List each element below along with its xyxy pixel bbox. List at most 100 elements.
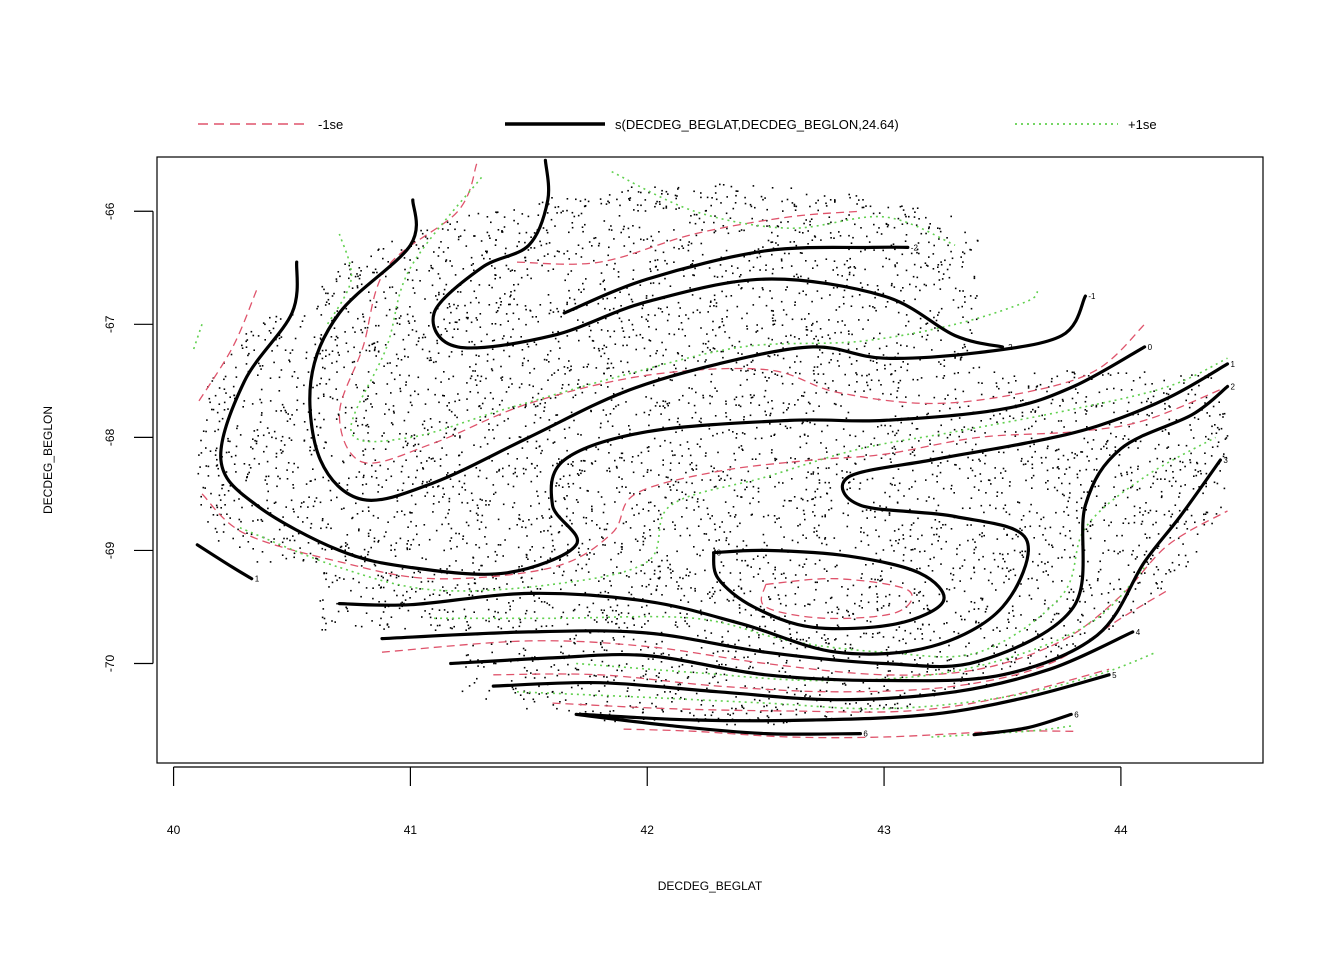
data-point xyxy=(410,544,412,546)
data-point xyxy=(761,616,764,618)
data-point xyxy=(506,341,509,344)
data-point xyxy=(668,418,671,421)
data-point xyxy=(1187,393,1190,395)
data-point xyxy=(523,654,525,657)
data-point xyxy=(863,458,866,461)
data-point xyxy=(344,412,347,414)
data-point xyxy=(950,528,953,530)
data-point xyxy=(973,571,976,574)
data-point xyxy=(627,695,630,698)
data-point xyxy=(713,305,715,307)
data-point xyxy=(812,498,814,500)
data-point xyxy=(734,643,736,646)
data-point xyxy=(451,265,453,267)
data-point xyxy=(795,273,798,276)
data-point xyxy=(817,356,819,358)
data-point xyxy=(710,465,713,468)
data-point xyxy=(893,453,896,456)
data-point xyxy=(962,261,964,263)
data-point xyxy=(1131,553,1133,556)
data-point xyxy=(946,622,948,624)
data-point xyxy=(372,342,375,345)
data-point xyxy=(588,611,591,613)
data-point xyxy=(725,212,728,215)
data-point xyxy=(315,497,318,499)
data-point xyxy=(713,467,715,469)
data-point xyxy=(587,614,589,617)
data-point xyxy=(1074,411,1076,414)
data-point xyxy=(229,396,231,398)
data-point xyxy=(1169,524,1172,527)
data-point xyxy=(1080,484,1082,486)
data-point xyxy=(622,522,625,525)
data-point xyxy=(488,234,490,237)
data-point xyxy=(1126,471,1128,473)
data-point xyxy=(365,424,367,427)
data-point xyxy=(1008,578,1010,580)
data-point xyxy=(535,343,538,346)
data-point xyxy=(1069,537,1072,540)
data-point xyxy=(784,425,787,428)
data-point xyxy=(286,537,288,540)
data-point xyxy=(869,705,872,707)
data-point xyxy=(676,550,678,553)
data-point xyxy=(929,639,932,642)
data-point xyxy=(737,639,740,642)
data-point xyxy=(275,456,278,458)
data-point xyxy=(320,334,323,336)
data-point xyxy=(1210,377,1213,379)
data-point xyxy=(617,553,620,555)
data-point xyxy=(434,377,437,380)
data-point xyxy=(697,360,699,362)
data-point xyxy=(260,368,262,370)
data-point xyxy=(888,258,891,261)
data-point xyxy=(630,186,633,188)
data-point xyxy=(623,459,625,462)
data-point xyxy=(1060,647,1063,650)
data-point xyxy=(337,610,340,613)
data-point xyxy=(956,443,958,445)
data-point xyxy=(752,266,755,268)
data-point xyxy=(1047,386,1050,388)
data-point xyxy=(339,546,342,549)
data-point xyxy=(1163,379,1165,382)
data-point xyxy=(658,377,660,379)
data-point xyxy=(368,350,371,352)
data-point xyxy=(427,429,429,431)
data-point xyxy=(403,348,406,351)
data-point xyxy=(713,523,716,525)
data-point xyxy=(1161,430,1164,432)
data-point xyxy=(827,638,829,640)
data-point xyxy=(494,277,496,280)
data-point xyxy=(243,400,246,402)
data-point xyxy=(752,576,755,578)
data-point xyxy=(485,500,487,502)
data-point xyxy=(235,366,237,369)
data-point xyxy=(276,485,278,488)
data-point xyxy=(763,541,766,544)
data-point xyxy=(758,634,760,636)
data-point xyxy=(1047,445,1049,448)
data-point xyxy=(1153,390,1155,392)
data-point xyxy=(1164,478,1166,480)
data-point xyxy=(1024,428,1026,431)
data-point xyxy=(1033,537,1035,539)
data-point xyxy=(513,298,515,300)
data-point xyxy=(519,621,522,624)
data-point xyxy=(687,676,690,678)
data-point xyxy=(798,292,801,295)
data-point xyxy=(601,660,604,663)
data-point xyxy=(725,537,728,539)
data-point xyxy=(426,481,428,483)
data-point xyxy=(631,456,634,458)
data-point xyxy=(848,482,850,484)
data-point xyxy=(641,337,644,339)
data-point xyxy=(681,429,683,432)
data-point xyxy=(515,687,517,690)
data-point xyxy=(548,604,551,606)
data-point xyxy=(564,279,566,282)
data-point xyxy=(1034,450,1036,453)
data-point xyxy=(340,545,343,548)
data-point xyxy=(600,329,603,331)
data-point xyxy=(1073,376,1076,379)
